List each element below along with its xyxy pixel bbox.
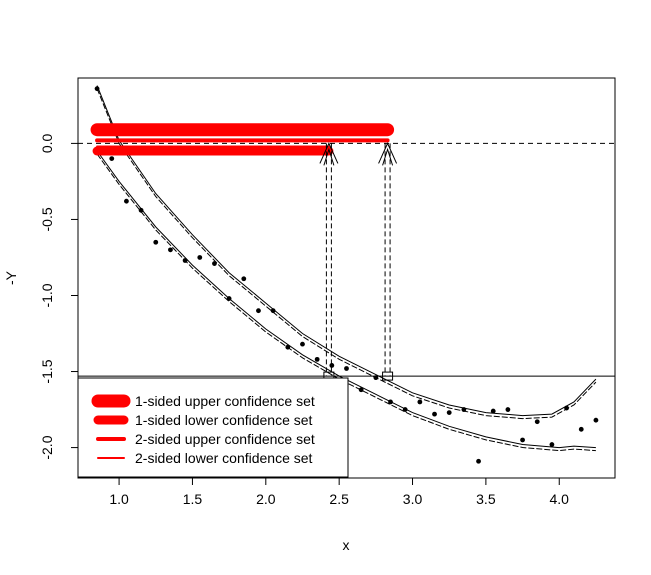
y-tick-label: 0.0: [39, 133, 55, 153]
data-point: [446, 410, 452, 416]
data-point: [329, 363, 335, 368]
data-point: [564, 405, 569, 411]
y-tick-label: -0.5: [39, 207, 55, 231]
data-point: [256, 308, 261, 314]
x-tick-label: 4.0: [550, 491, 570, 507]
data-point: [388, 399, 393, 405]
data-point: [109, 156, 115, 162]
data-point: [373, 375, 379, 381]
y-tick-label: -1.0: [39, 283, 55, 307]
plot-frame: [77, 77, 616, 479]
data-point: [212, 261, 217, 266]
upper-band-line: [96, 85, 597, 417]
data-point: [270, 308, 276, 314]
upper-band-line-dashed: [96, 88, 597, 420]
arrow-head: [319, 142, 339, 166]
axes-layer: 1.0 1.5 2.0 2.5 3.0 3.5 4.0 0.0 -0.5 -1.0 -1.5 -2.0: [39, 133, 569, 507]
x-tick-label: 1.5: [183, 491, 203, 507]
lower-band-line-dashed: [96, 153, 596, 452]
data-point: [549, 442, 555, 447]
y-tick-label: -2.0: [39, 435, 55, 459]
data-point: [344, 366, 349, 371]
data-point: [314, 356, 320, 362]
y-tick-label: -1.5: [39, 359, 55, 383]
data-point: [197, 255, 203, 260]
x-axis-title: x: [343, 537, 350, 553]
data-point: [300, 341, 305, 347]
data-point: [138, 207, 144, 213]
data-point: [182, 258, 188, 263]
data-point: [505, 407, 511, 412]
marker-box: [382, 371, 394, 381]
data-point: [461, 407, 467, 412]
confidence-set-layer: [90, 123, 395, 156]
data-point: [358, 387, 364, 393]
arrow-head: [378, 142, 398, 166]
confidence-band-layer: [96, 85, 597, 452]
data-point: [417, 399, 423, 405]
data-point: [578, 426, 584, 432]
data-point: [476, 458, 481, 464]
data-point: [534, 419, 540, 425]
data-point: [226, 296, 232, 301]
legend-label: 2-sided upper confidence set: [135, 431, 315, 447]
data-point-layer: [94, 86, 599, 464]
data-point: [593, 417, 599, 423]
legend-label: 1-sided lower confidence set: [135, 412, 313, 428]
legend-label: 2-sided lower confidence set: [135, 450, 313, 466]
y-axis-title: -Y: [3, 270, 19, 285]
data-point: [402, 407, 408, 412]
legend: 1-sided upper confidence set 1-sided lowe…: [77, 377, 349, 478]
data-point: [94, 86, 100, 92]
data-point: [153, 239, 159, 245]
x-tick-label: 1.0: [109, 491, 129, 507]
data-point: [432, 411, 437, 417]
data-point: [490, 408, 496, 414]
legend-label: 1-sided upper confidence set: [135, 393, 315, 409]
data-point: [520, 437, 525, 443]
x-tick-label: 3.0: [403, 491, 423, 507]
data-point: [124, 198, 129, 204]
x-tick-label: 3.5: [476, 491, 496, 507]
data-point: [168, 247, 173, 253]
x-tick-label: 2.5: [329, 491, 349, 507]
lower-band-line: [96, 150, 596, 449]
data-point: [285, 344, 291, 350]
x-tick-label: 2.0: [256, 491, 276, 507]
reference-line-layer: [78, 142, 615, 381]
data-point: [241, 276, 247, 282]
